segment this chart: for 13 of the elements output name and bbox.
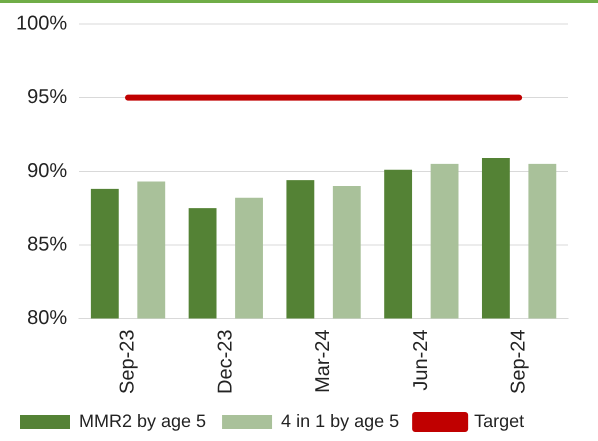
x-tick-label: Jun-24 <box>410 330 432 391</box>
legend-label: 4 in 1 by age 5 <box>281 410 400 431</box>
y-tick-label: 95% <box>27 86 68 108</box>
y-tick-label: 100% <box>16 12 68 35</box>
y-tick-label: 85% <box>27 233 68 256</box>
x-tick-label: Mar-24 <box>312 330 334 393</box>
legend-label: MMR2 by age 5 <box>79 410 206 431</box>
legend-label: Target <box>474 410 524 431</box>
x-tick-label: Dec-23 <box>214 330 236 394</box>
x-tick-label: Sep-24 <box>508 330 530 394</box>
y-tick-label: 80% <box>27 307 68 330</box>
x-tick-label: Sep-23 <box>116 330 139 394</box>
y-tick-label: 90% <box>27 160 68 182</box>
